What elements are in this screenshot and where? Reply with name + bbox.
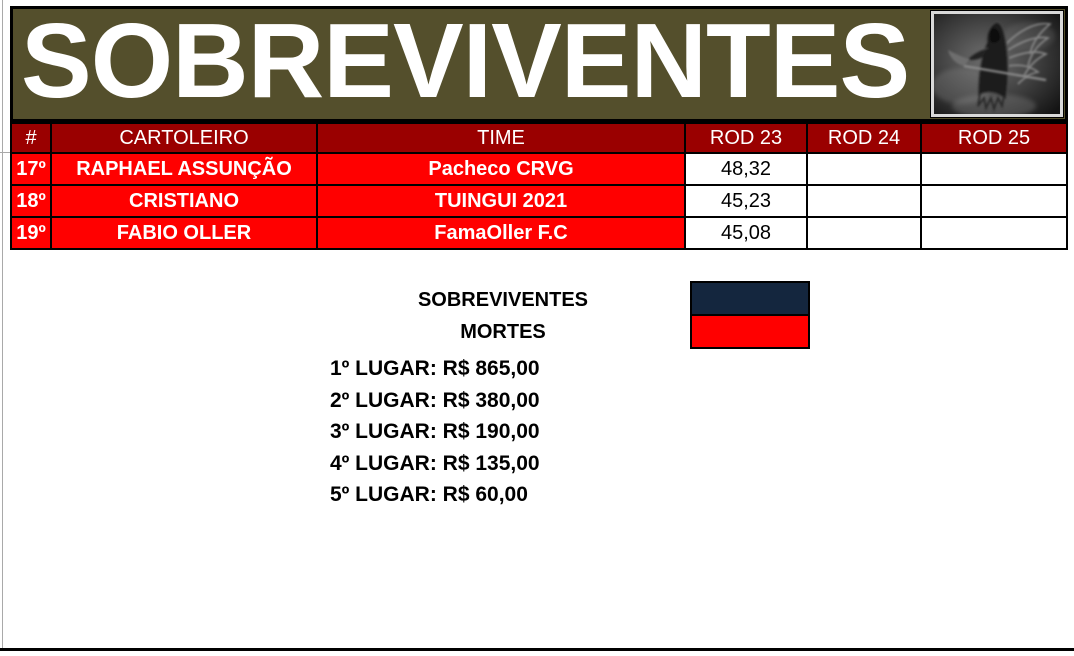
rank-cell[interactable]: 19º <box>12 218 50 248</box>
column-header-time[interactable]: TIME <box>318 124 684 152</box>
time-cell[interactable]: TUINGUI 2021 <box>318 186 684 216</box>
rod24-cell[interactable] <box>808 154 920 184</box>
cartoleiro-cell[interactable]: FABIO OLLER <box>52 218 316 248</box>
column-header-rod25[interactable]: ROD 25 <box>922 124 1066 152</box>
legend-survivors-label: SOBREVIVENTES <box>417 289 589 311</box>
rank-cell[interactable]: 17º <box>12 154 50 184</box>
cartoleiro-cell[interactable]: RAPHAEL ASSUNÇÃO <box>52 154 316 184</box>
rod23-cell[interactable]: 45,23 <box>686 186 806 216</box>
legend-swatches <box>690 281 810 349</box>
cartoleiro-cell[interactable]: CRISTIANO <box>52 186 316 216</box>
bottom-border-line <box>0 648 1074 651</box>
grim-reaper-icon <box>934 14 1060 114</box>
rod23-cell[interactable]: 48,32 <box>686 154 806 184</box>
prize-list: 1º LUGAR: R$ 865,00 2º LUGAR: R$ 380,00 … <box>330 353 540 511</box>
grim-reaper-image <box>930 10 1064 118</box>
page-title: SOBREVIVENTES <box>21 6 910 120</box>
title-band: SOBREVIVENTES <box>10 6 1068 122</box>
rod25-cell[interactable] <box>922 154 1066 184</box>
rod23-cell[interactable]: 45,08 <box>686 218 806 248</box>
rod24-cell[interactable] <box>808 186 920 216</box>
legend-deaths-label: MORTES <box>460 321 546 343</box>
survivors-color-swatch <box>692 283 808 316</box>
rank-cell[interactable]: 18º <box>12 186 50 216</box>
row-gridline-tick <box>0 152 10 153</box>
prize-item-3: 3º LUGAR: R$ 190,00 <box>330 420 540 443</box>
column-header-rod23[interactable]: ROD 23 <box>686 124 806 152</box>
left-gridline <box>2 0 3 650</box>
time-cell[interactable]: FamaOller F.C <box>318 218 684 248</box>
prize-item-4: 4º LUGAR: R$ 135,00 <box>330 451 540 475</box>
prize-item-5: 5º LUGAR: R$ 60,00 <box>330 483 528 506</box>
standings-table: # CARTOLEIRO TIME ROD 23 ROD 24 ROD 25 1… <box>10 122 1068 250</box>
rod24-cell[interactable] <box>808 218 920 248</box>
column-header-rank[interactable]: # <box>12 124 50 152</box>
prize-item-2: 2º LUGAR: R$ 380,00 <box>330 388 540 412</box>
rod25-cell[interactable] <box>922 186 1066 216</box>
prize-item-1: 1º LUGAR: R$ 865,00 <box>330 357 540 380</box>
deaths-color-swatch <box>692 316 808 347</box>
time-cell[interactable]: Pacheco CRVG <box>318 154 684 184</box>
column-header-rod24[interactable]: ROD 24 <box>808 124 920 152</box>
column-header-cartoleiro[interactable]: CARTOLEIRO <box>52 124 316 152</box>
rod25-cell[interactable] <box>922 218 1066 248</box>
